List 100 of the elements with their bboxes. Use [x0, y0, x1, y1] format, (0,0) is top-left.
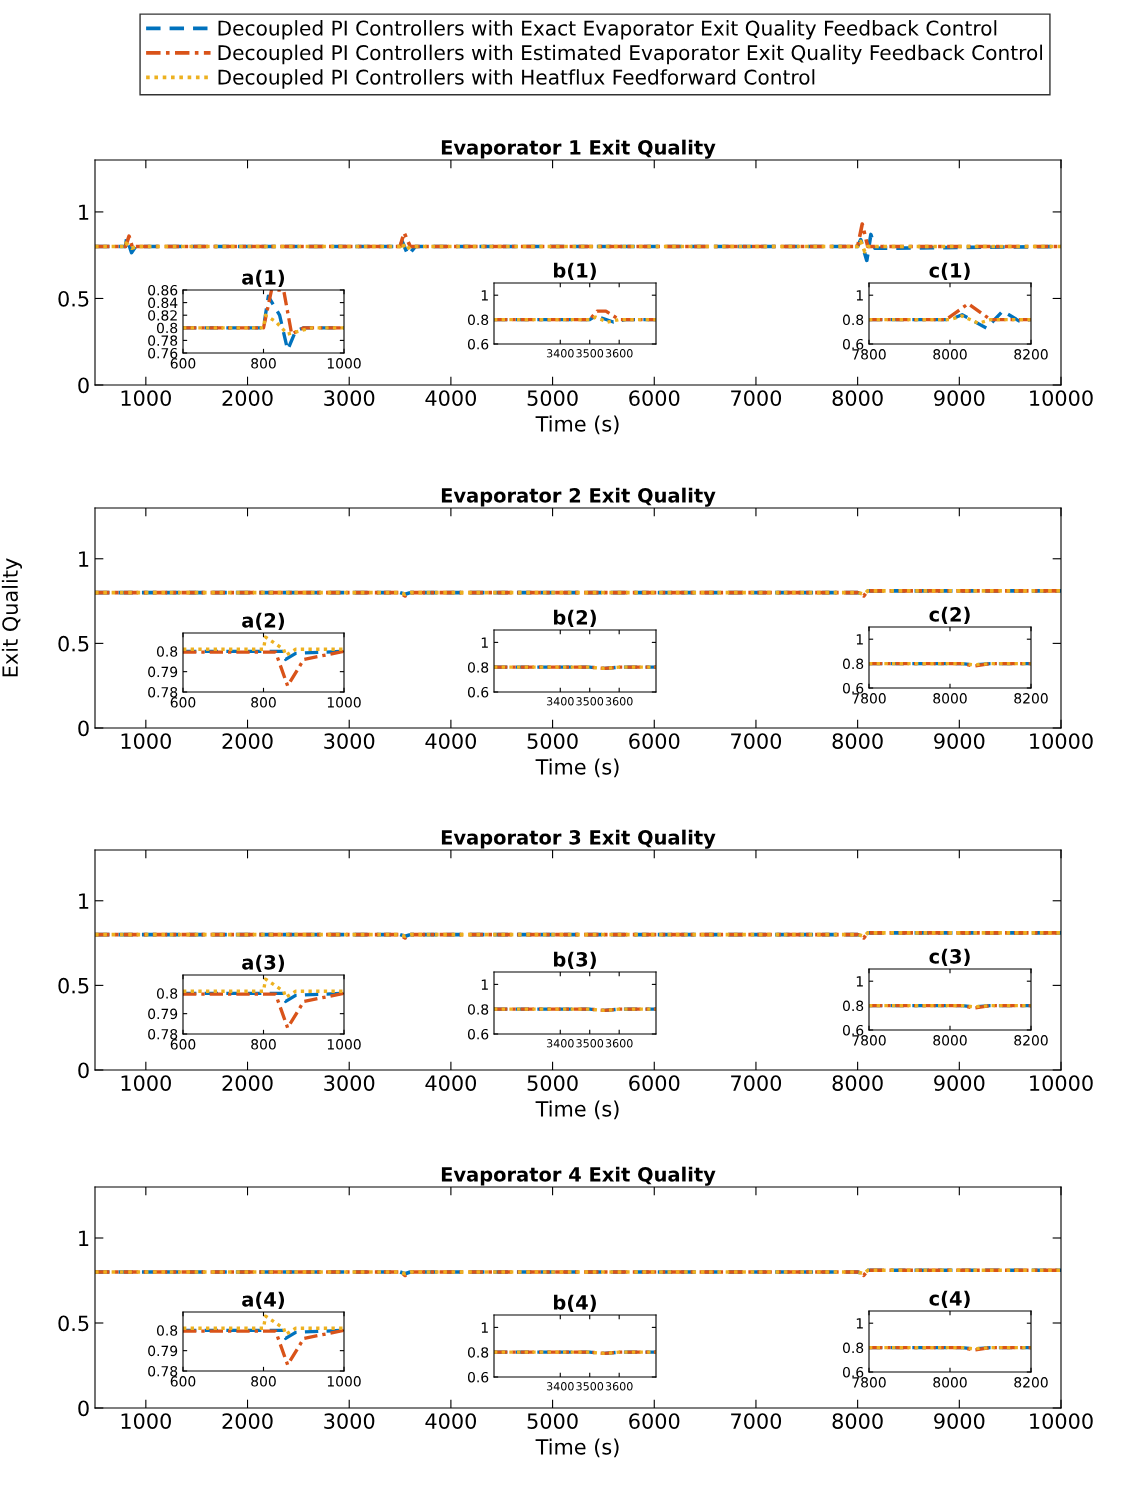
x-tick-label: 5000 [527, 1075, 578, 1091]
x-tick-label: 7800 [852, 693, 886, 704]
y-tick-label: 0 [78, 720, 89, 737]
chart-title: b(2) [554, 609, 596, 628]
x-tick-label: 3500 [576, 1382, 604, 1391]
y-tick-label: 0.6 [467, 338, 489, 350]
x-tick-label: 7800 [852, 349, 886, 360]
chart-title: a(4) [242, 1291, 285, 1310]
x-tick-label: 6000 [629, 1413, 680, 1429]
x-tick-label: 9000 [934, 1075, 985, 1091]
x-tick-label: 1000 [327, 697, 361, 708]
y-tick-label: 1 [856, 290, 863, 301]
y-tick-label: 0.8 [156, 322, 178, 334]
x-tick-label: 8000 [832, 1075, 883, 1091]
x-tick-label: 1000 [121, 390, 171, 406]
y-tick-label: 0.6 [842, 682, 864, 694]
y-tick-label: 0.79 [148, 1008, 178, 1020]
x-tick-label: 4000 [425, 1075, 477, 1091]
line-series [183, 313, 344, 336]
x-tick-label: 8000 [832, 733, 883, 749]
x-tick-label: 6000 [629, 1075, 680, 1091]
x-tick-label: 3400 [546, 697, 574, 706]
x-tick-label: 8000 [832, 1413, 883, 1429]
x-tick-label: 10000 [1030, 733, 1093, 749]
x-tick-label: 8200 [1014, 349, 1048, 360]
x-tick-label: 3000 [324, 390, 375, 406]
x-tick-label: 600 [170, 358, 196, 369]
y-tick-label: 0.6 [467, 1371, 489, 1383]
y-tick-label: 1 [481, 979, 488, 990]
line-series [183, 649, 344, 688]
y-tick-label: 0.8 [467, 314, 489, 326]
chart-title: c(1) [929, 262, 970, 281]
x-tick-label: 6000 [629, 733, 680, 749]
chart-title: a(3) [242, 954, 285, 973]
x-tick-label: 2000 [222, 1075, 273, 1091]
x-tick-label: 4000 [425, 733, 477, 749]
x-tick-label: 3600 [605, 697, 633, 706]
y-tick-label: 0.78 [148, 335, 178, 346]
line-series [183, 1328, 344, 1367]
y-tick-label: 0.8 [842, 1342, 864, 1354]
x-tick-label: 7800 [852, 1035, 886, 1046]
x-tick-label: 2000 [222, 390, 273, 406]
x-tick-label: 10000 [1030, 1075, 1093, 1091]
x-tick-label: 10000 [1030, 1413, 1093, 1429]
y-tick-label: 0.6 [842, 1366, 864, 1378]
x-tick-label: 800 [251, 697, 276, 708]
x-tick-label: 7800 [852, 1377, 886, 1388]
x-tick-label: 6000 [629, 390, 680, 406]
x-tick-label: 8000 [933, 349, 967, 360]
chart-title: Evaporator 2 Exit Quality [441, 487, 716, 507]
y-tick-label: 0.86 [148, 284, 178, 296]
x-tick-label: 9000 [934, 733, 985, 749]
y-tick-label: 0.78 [148, 1365, 178, 1377]
x-tick-label: 800 [251, 1039, 276, 1050]
y-tick-label: 0.82 [148, 310, 177, 321]
y-tick-label: 1 [79, 204, 89, 220]
x-tick-label: 4000 [425, 1413, 477, 1429]
chart-title: c(4) [929, 1290, 970, 1309]
line-series [183, 991, 344, 1030]
y-tick-label: 0 [78, 377, 89, 394]
y-tick-label: 0 [78, 1062, 89, 1079]
y-tick-label: 1 [481, 290, 488, 301]
legend-label: Decoupled PI Controllers with Estimated Evaporator Exit Quality Feedback Control [218, 44, 1042, 65]
x-axis-title: Time (s) [535, 1100, 619, 1120]
y-tick-label: 0.78 [148, 1028, 178, 1040]
chart-title: c(3) [929, 948, 970, 967]
x-tick-label: 10000 [1030, 390, 1093, 406]
y-tick-label: 0.79 [148, 1345, 178, 1357]
x-tick-label: 9000 [934, 1413, 985, 1429]
x-tick-label: 1000 [121, 733, 171, 749]
x-tick-label: 5000 [527, 390, 578, 406]
x-axis-title: Time (s) [535, 1438, 619, 1458]
x-tick-label: 5000 [527, 1413, 578, 1429]
x-tick-label: 3500 [576, 697, 604, 706]
x-tick-label: 9000 [934, 390, 985, 406]
x-tick-label: 800 [251, 358, 276, 369]
x-tick-label: 8000 [933, 693, 967, 704]
x-tick-label: 7000 [731, 1075, 782, 1091]
x-tick-label: 3000 [324, 733, 375, 749]
x-tick-label: 7000 [731, 733, 782, 749]
y-tick-label: 0.8 [842, 658, 864, 670]
x-tick-label: 4000 [425, 390, 477, 406]
x-tick-label: 2000 [222, 1413, 273, 1429]
x-tick-label: 3000 [324, 1413, 375, 1429]
y-tick-label: 1 [856, 976, 863, 987]
x-tick-label: 3500 [576, 1039, 604, 1048]
y-tick-label: 0.8 [467, 662, 489, 673]
y-tick-label: 0.8 [842, 1000, 864, 1012]
legend-label: Decoupled PI Controllers with Exact Evaporator Exit Quality Feedback Control [218, 20, 997, 40]
x-tick-label: 8200 [1014, 1035, 1048, 1046]
x-tick-label: 1000 [327, 1376, 361, 1387]
x-axis-title: Time (s) [535, 758, 619, 778]
y-tick-label: 1 [481, 1322, 488, 1333]
y-tick-label: 1 [856, 634, 863, 645]
y-tick-label: 1 [79, 551, 89, 567]
y-tick-label: 0.8 [467, 1347, 489, 1358]
y-tick-label: 0.5 [58, 1315, 89, 1332]
y-tick-label: 0.79 [148, 666, 178, 678]
y-tick-label: 0.8 [842, 314, 864, 326]
x-tick-label: 3600 [605, 1382, 633, 1391]
